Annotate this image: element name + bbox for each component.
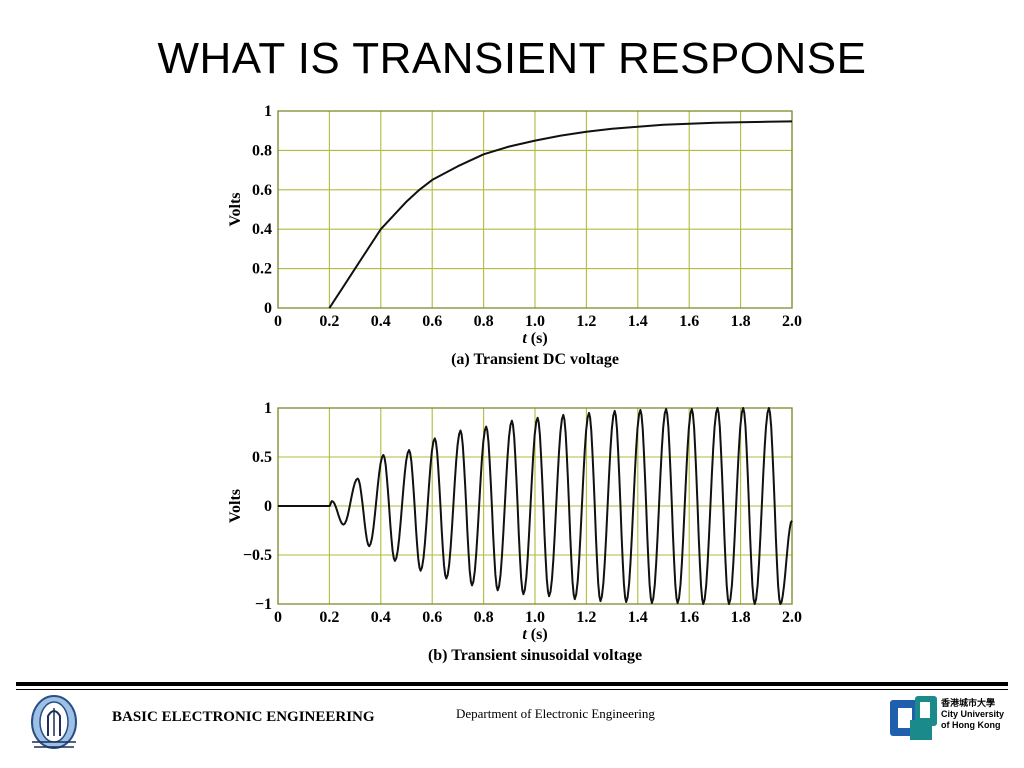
x-tick-label: 1.2 (576, 313, 596, 330)
x-tick-label: 1.4 (628, 609, 648, 626)
x-tick-label: 0.4 (371, 609, 391, 626)
y-axis-label: Volts (227, 489, 244, 523)
cityu-name-line1: City University (941, 709, 1005, 719)
x-axis-label: t (s) (522, 626, 547, 643)
x-tick-label: 1.6 (679, 313, 699, 330)
chart-caption: (b) Transient sinusoidal voltage (428, 647, 642, 664)
x-tick-label: 0.6 (422, 609, 442, 626)
y-tick-label: 0 (264, 498, 272, 515)
y-tick-label: 0.2 (252, 261, 272, 278)
x-tick-label: 0 (274, 609, 282, 626)
x-tick-label: 1.8 (731, 313, 751, 330)
x-tick-label: 0.8 (474, 313, 494, 330)
footer-divider-thin (16, 689, 1008, 690)
x-tick-label: 1.6 (679, 609, 699, 626)
x-tick-label: 0.4 (371, 313, 391, 330)
series-line (328, 120, 793, 309)
footer-divider-thick (16, 682, 1008, 686)
transient-dc-chart: 0 0.2 0.4 0.6 0.8 1.0 1.2 1.4 1.6 1.8 2.0 0 0.2 0.4 0.… (227, 103, 802, 368)
x-tick-label: 1.0 (525, 313, 545, 330)
cityu-logo-icon (890, 696, 937, 740)
cityu-wordmark: 香港城市大學 City University of Hong Kong (941, 698, 1004, 731)
plot-frame (277, 110, 793, 309)
x-tick-label: 2.0 (782, 313, 802, 330)
y-tick-label: −0.5 (243, 547, 272, 564)
electronic-engineering-logo-icon (31, 695, 77, 749)
cityu-chinese-name: 香港城市大學 (941, 698, 996, 708)
x-tick-label: 0.8 (474, 609, 494, 626)
chart-caption: (a) Transient DC voltage (451, 351, 619, 368)
cityu-name-line2: of Hong Kong (941, 720, 1001, 730)
department-name: Department of Electronic Engineering (456, 706, 655, 721)
y-tick-label: 0.5 (252, 449, 272, 466)
x-axis-label: t (s) (522, 330, 547, 347)
slide-title: WHAT IS TRANSIENT RESPONSE (157, 34, 867, 83)
x-tick-label: 0.2 (319, 609, 339, 626)
transient-sinusoid-chart: 0 0.2 0.4 0.6 0.8 1.0 1.2 1.4 1.6 1.8 2.0 −1 −0.5 0 0.… (227, 400, 802, 664)
x-tick-label: 1.0 (525, 609, 545, 626)
series-line (278, 407, 793, 605)
y-axis-label: Volts (227, 192, 244, 226)
y-tick-label: 0 (264, 300, 272, 317)
x-tick-label: 2.0 (782, 609, 802, 626)
x-tick-label: 0 (274, 313, 282, 330)
y-tick-label: 0.6 (252, 182, 272, 199)
y-tick-label: −1 (255, 596, 272, 613)
y-tick-label: 1 (264, 103, 272, 120)
x-tick-label: 1.4 (628, 313, 648, 330)
y-tick-label: 0.8 (252, 142, 272, 159)
y-tick-label: 0.4 (252, 221, 272, 238)
x-tick-label: 1.2 (576, 609, 596, 626)
x-tick-label: 0.6 (422, 313, 442, 330)
y-tick-label: 1 (264, 400, 272, 417)
x-tick-label: 0.2 (319, 313, 339, 330)
x-tick-label: 1.8 (731, 609, 751, 626)
course-name: BASIC ELECTRONIC ENGINEERING (112, 709, 375, 725)
